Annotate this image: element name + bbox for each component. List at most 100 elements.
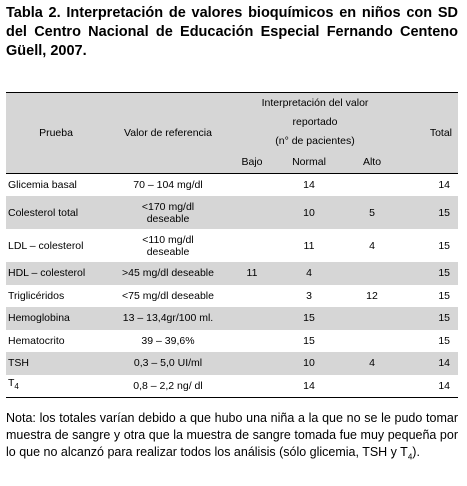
cell-total: 15 bbox=[438, 289, 450, 302]
cell-alto bbox=[344, 174, 400, 197]
cell-normal: 11 bbox=[303, 239, 315, 252]
cell-bajo bbox=[230, 229, 274, 262]
table-header: Prueba Valor de referencia Interpretació… bbox=[6, 92, 458, 174]
table-row: Hemoglobina 13 – 13,4gr/100 ml. 15 15 bbox=[6, 307, 458, 330]
valor-line: 70 – 104 mg/dl bbox=[133, 179, 203, 191]
valor-line: 0,8 – 2,2 ng/ dl bbox=[133, 379, 203, 392]
valor-line: deseable bbox=[146, 245, 190, 258]
cell-total: 15 bbox=[438, 239, 450, 252]
cell-alto bbox=[344, 262, 400, 285]
cell-alto bbox=[344, 375, 400, 398]
cell-valor: 70 – 104 mg/dl bbox=[106, 174, 230, 197]
cell-normal: 14 bbox=[303, 379, 315, 392]
prueba-text: Colesterol total bbox=[8, 206, 79, 219]
header-cell: Normal bbox=[292, 156, 326, 168]
cell-bajo bbox=[230, 307, 274, 330]
table-row: HDL – colesterol >45 mg/dl deseable 11 4 15 bbox=[6, 262, 458, 285]
header-cell: Valor de referencia bbox=[124, 127, 212, 139]
cell-alto: 12 bbox=[366, 289, 378, 302]
cell-valor: 0,3 – 5,0 UI/ml bbox=[106, 352, 230, 375]
prueba-subscript: 4 bbox=[14, 382, 19, 392]
cell-total: 15 bbox=[438, 206, 450, 219]
prueba-text: TSH bbox=[8, 357, 29, 370]
cell-valor: 13 – 13,4gr/100 ml. bbox=[106, 307, 230, 330]
prueba-text: Hemoglobina bbox=[8, 312, 70, 325]
valor-line: >45 mg/dl deseable bbox=[122, 267, 214, 280]
table-row: Triglicéridos <75 mg/dl deseable 3 12 15 bbox=[6, 285, 458, 308]
header-cell: Bajo bbox=[241, 156, 263, 168]
cell-total: 15 bbox=[438, 334, 450, 347]
header-cell: Alto bbox=[362, 156, 382, 168]
cell-normal: 15 bbox=[303, 334, 315, 347]
table-row: TSH 0,3 – 5,0 UI/ml 10 4 14 bbox=[6, 352, 458, 375]
cell-valor: <75 mg/dl deseable bbox=[106, 285, 230, 308]
table-title: Tabla 2. Interpretación de valores bioqu… bbox=[6, 5, 458, 59]
cell-normal: 14 bbox=[303, 179, 315, 191]
table-body: Glicemia basal 70 – 104 mg/dl 14 14 Colester… bbox=[6, 174, 458, 398]
header-cell: Prueba bbox=[39, 127, 73, 139]
cell-total: 15 bbox=[438, 267, 450, 280]
header-cell: Interpretación del valor reportado (n° d… bbox=[230, 93, 400, 152]
header-line: (n° de pacientes) bbox=[275, 134, 355, 147]
cell-bajo bbox=[230, 375, 274, 398]
table-row: T4 0,8 – 2,2 ng/ dl 14 14 bbox=[6, 375, 458, 398]
table-row: Colesterol total <170 mg/dl deseable 10 5 15 bbox=[6, 196, 458, 229]
cell-alto bbox=[344, 330, 400, 353]
prueba-text: HDL – colesterol bbox=[8, 267, 86, 280]
cell-alto: 4 bbox=[369, 239, 375, 252]
cell-prueba: Colesterol total bbox=[6, 196, 106, 229]
prueba-text: Triglicéridos bbox=[8, 289, 65, 302]
cell-prueba: T4 bbox=[6, 375, 106, 398]
cell-prueba: TSH bbox=[6, 352, 106, 375]
valor-line: 0,3 – 5,0 UI/ml bbox=[133, 357, 203, 370]
note-text: ). bbox=[412, 445, 420, 459]
cell-total: 15 bbox=[438, 312, 450, 325]
header-line: Interpretación del valor bbox=[261, 96, 369, 109]
cell-prueba: LDL – colesterol bbox=[6, 229, 106, 262]
cell-prueba: HDL – colesterol bbox=[6, 262, 106, 285]
cell-prueba: Hemoglobina bbox=[6, 307, 106, 330]
cell-valor: 0,8 – 2,2 ng/ dl bbox=[106, 375, 230, 398]
cell-valor: >45 mg/dl deseable bbox=[106, 262, 230, 285]
note-text: Nota: los totales varían debido a que hu… bbox=[6, 411, 458, 459]
cell-valor: <170 mg/dl deseable bbox=[106, 196, 230, 229]
cell-normal: 10 bbox=[303, 357, 315, 370]
cell-normal: 15 bbox=[303, 312, 315, 325]
cell-bajo bbox=[230, 330, 274, 353]
prueba-text: Glicemia basal bbox=[8, 179, 77, 191]
table-row: Hematocrito 39 – 39,6% 15 15 bbox=[6, 330, 458, 353]
cell-prueba: Triglicéridos bbox=[6, 285, 106, 308]
header-line: reportado bbox=[292, 115, 338, 128]
cell-alto: 4 bbox=[369, 357, 375, 370]
cell-alto bbox=[344, 307, 400, 330]
note: Nota: los totales varían debido a que hu… bbox=[6, 410, 458, 466]
cell-prueba: Hematocrito bbox=[6, 330, 106, 353]
table-row: Glicemia basal 70 – 104 mg/dl 14 14 bbox=[6, 174, 458, 197]
prueba-text: Hematocrito bbox=[8, 334, 65, 347]
cell-bajo bbox=[230, 285, 274, 308]
cell-total: 14 bbox=[438, 357, 450, 370]
cell-alto: 5 bbox=[369, 206, 375, 219]
note-subscript: 4 bbox=[407, 452, 413, 462]
cell-prueba: Glicemia basal bbox=[6, 174, 106, 197]
header-cell: Total bbox=[429, 127, 452, 139]
cell-total: 14 bbox=[438, 379, 450, 392]
valor-line: <75 mg/dl deseable bbox=[122, 289, 214, 302]
valor-line: 13 – 13,4gr/100 ml. bbox=[122, 312, 214, 325]
cell-normal: 10 bbox=[303, 206, 315, 219]
prueba-text: LDL – colesterol bbox=[8, 239, 84, 252]
prueba-text: T bbox=[8, 377, 15, 390]
cell-bajo bbox=[230, 196, 274, 229]
cell-bajo bbox=[230, 352, 274, 375]
cell-total: 14 bbox=[438, 179, 450, 191]
table: Prueba Valor de referencia Interpretació… bbox=[6, 92, 458, 398]
cell-bajo bbox=[230, 174, 274, 197]
cell-valor: <110 mg/dl deseable bbox=[106, 229, 230, 262]
valor-line: deseable bbox=[146, 212, 190, 225]
valor-line: <110 mg/dl bbox=[142, 233, 194, 246]
cell-normal: 4 bbox=[306, 267, 312, 280]
cell-bajo: 11 bbox=[246, 267, 258, 280]
table-row: LDL – colesterol <110 mg/dl deseable 11 4 15 bbox=[6, 229, 458, 262]
cell-normal: 3 bbox=[306, 289, 312, 302]
